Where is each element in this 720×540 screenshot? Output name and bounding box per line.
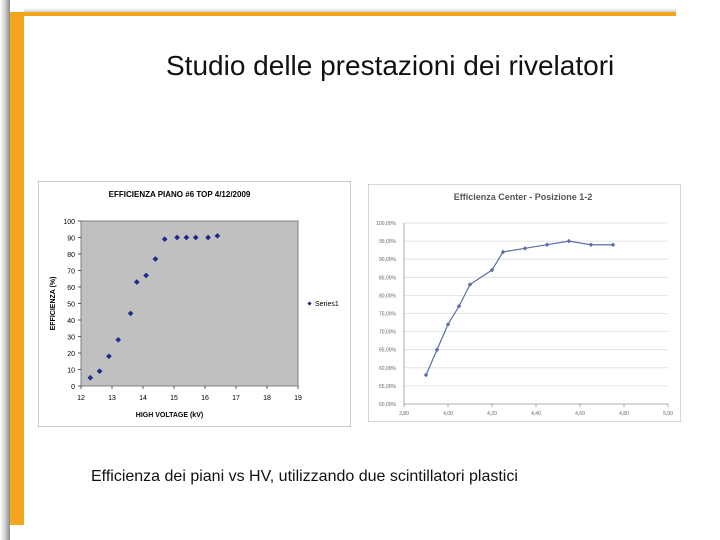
x-tick-label: 5,00	[663, 411, 673, 417]
data-point	[588, 242, 594, 247]
y-tick-label: 90,00%	[379, 257, 397, 263]
efficiency-line-svg: Efficienza Center - Posizione 1-2 50,00% 5…	[367, 183, 682, 423]
y-tick-label: 60,00%	[379, 366, 397, 372]
data-point	[87, 374, 94, 381]
y-tick-label: 50	[67, 302, 75, 309]
x-tick-label: 17	[232, 395, 240, 402]
data-point	[610, 242, 616, 247]
y-tick-label: 75,00%	[379, 312, 397, 318]
x-tick-label: 4,20	[487, 411, 497, 417]
data-point	[143, 272, 149, 279]
y-tick-label: 20	[67, 351, 75, 358]
top-edge-shadow	[24, 8, 676, 12]
y-tick-label: 100	[63, 219, 75, 226]
x-tick-label: 4,00	[443, 411, 453, 417]
data-point	[152, 256, 159, 262]
data-point	[161, 236, 168, 242]
y-tick-label: 55,00%	[379, 384, 397, 390]
data-point	[127, 310, 134, 317]
y-tick-label: 85,00%	[379, 275, 397, 281]
x-tick-label: 12	[77, 395, 85, 402]
x-tick-label: 15	[170, 395, 178, 402]
y-tick-label: 80	[67, 252, 75, 259]
data-point	[106, 353, 112, 360]
chart-title: Efficienza Center - Posizione 1-2	[454, 192, 593, 202]
x-tick-label: 3,80	[399, 411, 409, 417]
x-tick-label: 18	[263, 395, 271, 402]
chart-frame	[367, 183, 682, 423]
data-point	[566, 238, 572, 244]
x-tick-label: 16	[201, 395, 209, 402]
chart-title: EFFICIENZA PIANO #6 TOP 4/12/2009	[109, 190, 251, 199]
x-tick-label: 14	[139, 395, 147, 402]
slide-caption: Efficienza dei piani vs HV, utilizzando …	[91, 468, 518, 485]
y-tick-label: 40	[67, 318, 75, 325]
y-tick-label: 95,00%	[379, 239, 397, 245]
left-accent-bar	[10, 12, 24, 525]
x-tick-label: 4,60	[575, 411, 585, 417]
x-tick-label: 4,40	[531, 411, 541, 417]
y-tick-label: 70	[67, 269, 75, 276]
x-tick-label: 13	[108, 395, 116, 402]
series-line	[425, 240, 613, 376]
y-tick-label: 30	[67, 335, 75, 342]
slide-title: Studio delle prestazioni dei rivelatori	[166, 50, 615, 81]
x-tick-label: 19	[294, 395, 302, 402]
y-tick-label: 80,00%	[379, 293, 397, 299]
data-point	[544, 242, 550, 247]
efficiency-scatter-chart: EFFICIENZA PIANO #6 TOP 4/12/2009 0 10 20 30…	[37, 180, 352, 428]
top-accent-bar	[24, 12, 676, 16]
data-point	[214, 233, 221, 239]
left-edge-shadow	[0, 0, 10, 540]
y-tick-label: 50,00%	[379, 402, 397, 408]
legend-label: Series1	[315, 301, 339, 308]
x-axis-label: HIGH VOLTAGE (kV)	[136, 412, 203, 419]
y-tick-label: 0	[71, 384, 75, 391]
y-tick-label: 10	[67, 368, 75, 375]
data-point	[133, 279, 140, 285]
x-tick-label: 4,80	[619, 411, 629, 417]
y-tick-label: 70,00%	[379, 330, 397, 336]
efficiency-scatter-svg: EFFICIENZA PIANO #6 TOP 4/12/2009 0 10 20 30…	[37, 180, 352, 428]
y-tick-label: 100,00%	[376, 221, 396, 227]
plot-area	[80, 220, 299, 387]
efficiency-line-chart: Efficienza Center - Posizione 1-2 50,00% 5…	[367, 183, 682, 423]
y-tick-label: 90	[67, 236, 75, 243]
y-axis-label: EFFICIENZA (%)	[50, 277, 57, 331]
data-point	[115, 336, 122, 343]
y-tick-label: 65,00%	[379, 348, 397, 354]
y-tick-label: 60	[67, 285, 75, 292]
